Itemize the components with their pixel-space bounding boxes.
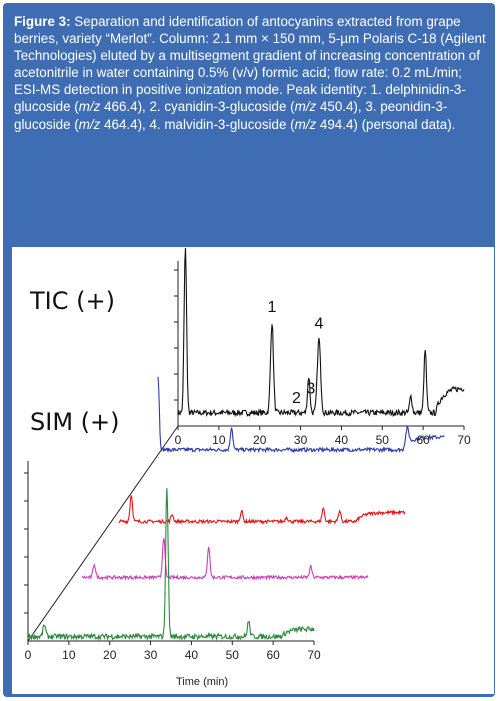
axes-group — [24, 261, 465, 645]
caption-text-3: 450.4), 3. peonidin-3-glucoside ( — [14, 99, 448, 132]
sim2-trace — [118, 495, 406, 526]
front-x-tick-label: 10 — [62, 648, 76, 662]
back-x-tick-label: 0 — [175, 433, 182, 447]
peak-labels-group: 1 23 4 — [268, 299, 324, 407]
figure-caption: Figure 3: Separation and identification … — [14, 13, 490, 133]
front-x-tick-label: 20 — [103, 648, 117, 662]
chromatogram-plot: TIC (+) SIM (+) Time (min) 0 0 10 10 20 20 30 3… — [12, 247, 494, 694]
caption-mz-1: m/z — [78, 99, 101, 115]
back-x-tick-label: 20 — [253, 433, 267, 447]
back-x-tick-label: 50 — [376, 433, 390, 447]
caption-mz-3: m/z — [78, 116, 101, 132]
back-x-tick-label: 10 — [212, 433, 226, 447]
back-x-tick-label: 30 — [294, 433, 308, 447]
sim1-trace — [157, 376, 445, 454]
figure-label: Figure 3: — [14, 14, 71, 29]
chromatogram-svg: TIC (+) SIM (+) Time (min) 0 0 10 10 20 20 30 3… — [24, 247, 471, 688]
traces-group — [27, 247, 465, 642]
front-x-tick-label: 30 — [144, 648, 158, 662]
caption-text-5: 494.4) (personal data). — [316, 116, 456, 132]
peak-label-4: 4 — [315, 316, 324, 333]
sim-label: SIM (+) — [30, 408, 119, 436]
sim3-trace — [81, 538, 369, 581]
front-x-tick-label: 0 — [25, 648, 32, 662]
front-x-tick-label: 70 — [307, 648, 321, 662]
caption-text-1: Separation and identification of antocya… — [14, 14, 486, 115]
sim4-trace — [27, 488, 315, 642]
peak-label-3: 3 — [306, 381, 315, 398]
front-x-tick-label: 60 — [266, 648, 280, 662]
x-axis-label: Time (min) — [176, 676, 228, 688]
depth-axis — [27, 425, 179, 642]
back-x-tick-label: 70 — [457, 433, 471, 447]
back-x-tick-label: 60 — [416, 433, 430, 447]
tic-label: TIC (+) — [29, 287, 115, 315]
ticks-group: 0 0 10 10 20 20 30 30 40 40 50 50 60 60 70 70 — [25, 433, 471, 662]
front-x-tick-label: 50 — [226, 648, 240, 662]
caption-text-2: 466.4), 2. cyanidin-3-glucoside ( — [100, 99, 295, 115]
caption-mz-4: m/z — [294, 116, 317, 132]
caption-mz-2: m/z — [294, 99, 317, 115]
tic-trace — [177, 247, 465, 418]
back-x-tick-label: 40 — [335, 433, 349, 447]
front-x-tick-label: 40 — [185, 648, 199, 662]
peak-label-2: 2 — [292, 390, 301, 407]
figure-panel: Figure 3: Separation and identification … — [3, 3, 495, 697]
caption-text-4: 464.4), 4. malvidin-3-glucoside ( — [100, 116, 295, 132]
peak-label-1: 1 — [268, 299, 277, 316]
